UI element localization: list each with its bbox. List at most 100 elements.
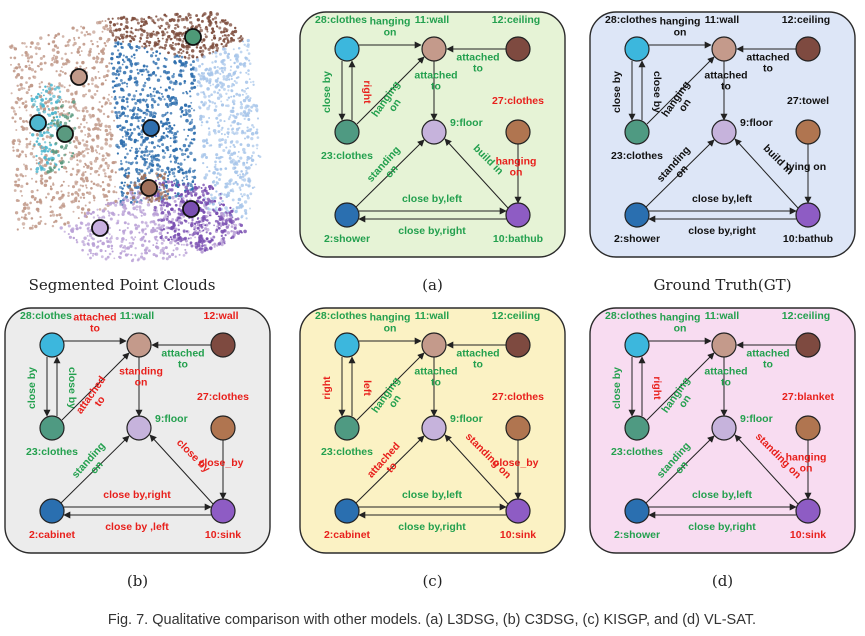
- point-cloud-dot: [142, 98, 145, 102]
- point-cloud-dot: [116, 219, 120, 223]
- point-cloud-dot: [101, 20, 104, 23]
- point-cloud-dot: [164, 65, 167, 68]
- point-cloud-dot: [76, 47, 80, 51]
- point-cloud-dot: [144, 137, 149, 141]
- point-cloud-dot: [129, 244, 133, 248]
- point-cloud-dot: [175, 37, 179, 41]
- point-cloud-dot: [181, 171, 185, 175]
- point-cloud-dot: [58, 83, 62, 87]
- point-cloud-dot: [204, 227, 208, 231]
- point-cloud-dot: [244, 183, 248, 187]
- point-cloud-dot: [184, 153, 187, 156]
- point-cloud-dot: [134, 62, 138, 66]
- point-cloud-dot: [250, 132, 255, 136]
- point-cloud-dot: [162, 176, 166, 180]
- point-cloud-dot: [194, 68, 198, 72]
- point-cloud-dot: [56, 124, 61, 128]
- point-cloud-dot: [51, 213, 56, 217]
- object-instance-marker: [91, 219, 109, 237]
- point-cloud-dot: [127, 93, 131, 97]
- point-cloud-dot: [131, 196, 136, 200]
- point-cloud-dot: [78, 159, 82, 163]
- point-cloud-dot: [218, 145, 222, 149]
- point-cloud-dot: [53, 85, 56, 88]
- point-cloud-dot: [151, 106, 154, 109]
- point-cloud-dot: [184, 191, 187, 194]
- point-cloud-dot: [91, 242, 96, 246]
- point-cloud-dot: [143, 47, 146, 50]
- point-cloud-dot: [164, 112, 168, 115]
- point-cloud-dot: [107, 125, 111, 129]
- point-cloud-dot: [31, 224, 34, 227]
- point-cloud-dot: [156, 66, 160, 70]
- point-cloud-dot: [58, 90, 62, 93]
- point-cloud-dot: [174, 99, 178, 103]
- point-cloud-dot: [61, 35, 65, 38]
- point-cloud-dot: [186, 155, 190, 159]
- point-cloud-dot: [159, 138, 163, 141]
- point-cloud-dot: [116, 41, 120, 44]
- point-cloud-dot: [9, 56, 13, 60]
- point-cloud-dot: [234, 209, 238, 214]
- point-cloud-dot: [86, 234, 89, 237]
- point-cloud-dot: [88, 32, 91, 35]
- point-cloud-dot: [12, 146, 15, 149]
- point-cloud-dot: [199, 117, 203, 121]
- point-cloud-dot: [100, 82, 104, 86]
- point-cloud-dot: [211, 101, 214, 104]
- point-cloud-dot: [121, 135, 124, 138]
- point-cloud-dot: [47, 157, 51, 161]
- point-cloud-dot: [216, 91, 220, 95]
- point-cloud-dot: [178, 147, 182, 150]
- point-cloud-dot: [126, 128, 130, 132]
- point-cloud-dot: [14, 100, 18, 104]
- point-cloud-dot: [156, 163, 160, 167]
- point-cloud-dot: [148, 153, 151, 156]
- point-cloud-dot: [84, 204, 87, 207]
- point-cloud-dot: [94, 75, 97, 79]
- point-cloud-dot: [139, 109, 143, 113]
- point-cloud-dot: [184, 138, 188, 141]
- point-cloud-dot: [130, 253, 133, 257]
- node-label: 10:sink: [205, 529, 241, 541]
- point-cloud-dot: [97, 216, 101, 220]
- node-label: 23:clothes: [321, 446, 373, 458]
- point-cloud-dot: [63, 121, 68, 126]
- point-cloud-dot: [34, 196, 37, 200]
- point-cloud-dot: [238, 93, 242, 97]
- point-cloud-dot: [97, 71, 100, 73]
- point-cloud-dot: [125, 147, 127, 150]
- point-cloud-dot: [123, 250, 126, 253]
- point-cloud-dot: [64, 99, 68, 103]
- point-cloud-dot: [20, 76, 24, 80]
- point-cloud-dot: [156, 167, 160, 171]
- point-cloud-dot: [137, 150, 140, 153]
- point-cloud-dot: [154, 74, 158, 77]
- edge-label-line: to: [431, 377, 441, 389]
- point-cloud-dot: [101, 209, 106, 213]
- point-cloud-dot: [49, 83, 53, 87]
- node-label: 27:towel: [787, 95, 829, 107]
- point-cloud-dot: [141, 73, 144, 76]
- point-cloud-dot: [115, 114, 119, 118]
- point-cloud-dot: [147, 110, 150, 113]
- point-cloud-dot: [183, 128, 186, 131]
- point-cloud-dot: [125, 82, 129, 85]
- edge-e23_11: [646, 56, 715, 125]
- point-cloud-dot: [215, 156, 218, 159]
- point-cloud-dot: [163, 13, 167, 17]
- point-cloud-dot: [233, 30, 236, 33]
- point-cloud-dot: [243, 151, 247, 155]
- point-cloud-dot: [135, 18, 139, 22]
- point-cloud-dot: [205, 237, 209, 241]
- point-cloud-dot: [46, 85, 49, 88]
- point-cloud-dot: [71, 167, 75, 171]
- point-cloud-dot: [73, 41, 77, 46]
- point-cloud-dot: [163, 172, 167, 176]
- point-cloud-dot: [254, 131, 259, 135]
- point-cloud-dot: [99, 185, 102, 188]
- point-cloud-dot: [182, 254, 186, 257]
- point-cloud-dot: [248, 78, 251, 81]
- point-cloud-dot: [146, 94, 150, 98]
- point-cloud-dot: [125, 198, 130, 203]
